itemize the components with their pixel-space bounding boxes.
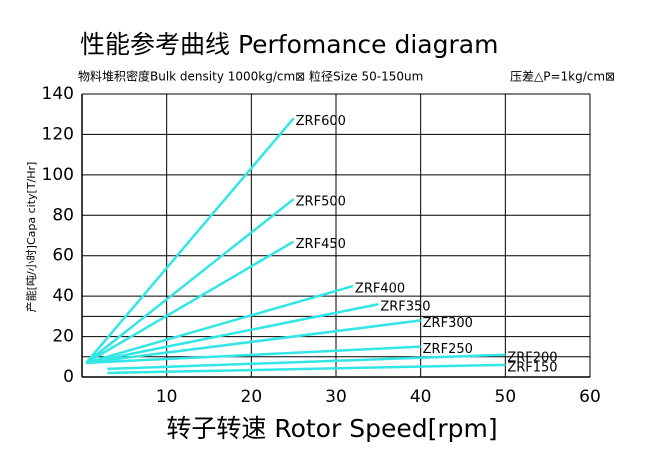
chart-subtitle: 物料堆积密度Bulk density 1000kg/cm⊠ 粒径Size 50-… [78, 69, 423, 84]
series-line [85, 240, 295, 364]
y-tick-label: 20 [52, 327, 74, 347]
x-tick-label: 60 [579, 387, 601, 407]
series-label: ZRF500 [296, 195, 346, 210]
y-tick-label: 140 [42, 84, 74, 104]
annotation: 压差△P=1kg/cm⊠ [510, 70, 615, 84]
y-axis-label: 产能[吨/小时]Capa city[T/Hr] [24, 162, 38, 313]
series-line [86, 345, 421, 365]
y-tick-label: 80 [52, 205, 74, 225]
x-tick-label: 10 [156, 387, 178, 407]
series-label: ZRF200 [507, 350, 557, 365]
series-label: ZRF250 [423, 342, 473, 357]
x-tick-label: 30 [325, 387, 347, 407]
y-tick-label: 40 [52, 286, 74, 306]
series-line [86, 319, 421, 365]
series-label: ZRF600 [296, 114, 346, 129]
y-tick-label: 60 [52, 246, 74, 266]
series-label: ZRF300 [423, 316, 473, 331]
series-line [107, 363, 506, 375]
y-tick-label: 0 [63, 367, 74, 387]
series-label: ZRF450 [296, 237, 346, 252]
series-line [85, 198, 295, 364]
chart-title: 性能参考曲线 Perfomance diagram [80, 30, 498, 59]
series-line [85, 117, 295, 364]
series-line [107, 353, 506, 371]
series-label: ZRF150 [507, 360, 557, 375]
y-tick-label: 120 [42, 124, 74, 144]
x-axis-label: 转子转速 Rotor Speed[rpm] [166, 414, 497, 443]
series-label: ZRF400 [355, 282, 405, 297]
x-tick-label: 50 [495, 387, 517, 407]
y-tick-label: 100 [42, 165, 74, 185]
series-label: ZRF350 [380, 300, 430, 315]
series-line [85, 284, 354, 365]
series-line [85, 303, 379, 365]
x-tick-label: 20 [241, 387, 263, 407]
x-tick-label: 40 [410, 387, 432, 407]
